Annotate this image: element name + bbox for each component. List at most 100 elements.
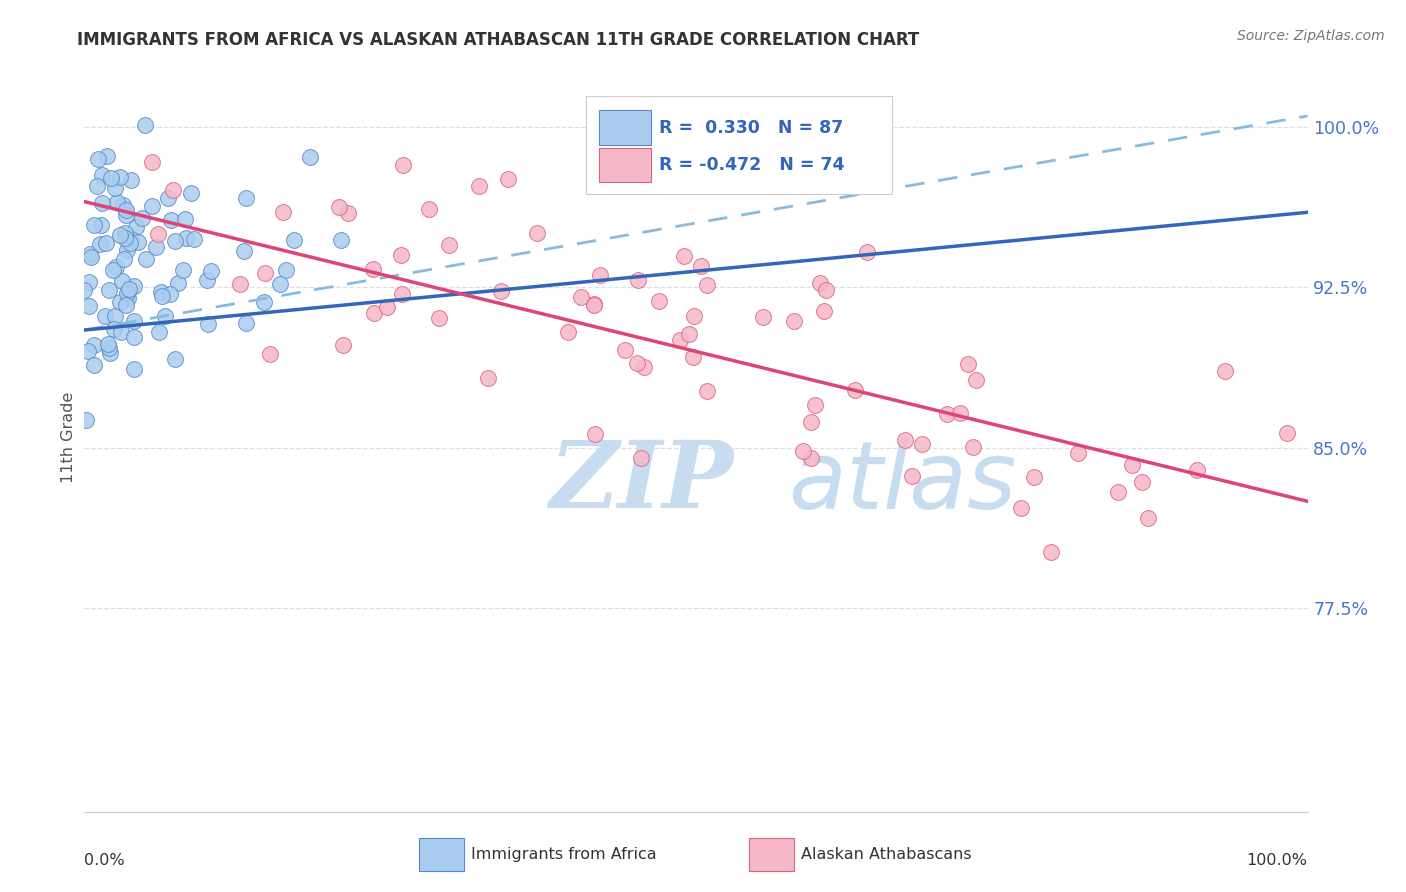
Point xyxy=(91,196,114,211)
Point xyxy=(1215,364,1237,378)
Point xyxy=(80,250,103,264)
Point xyxy=(114,227,136,241)
Point xyxy=(195,273,218,287)
Point xyxy=(614,343,637,358)
Point xyxy=(118,236,141,251)
Point xyxy=(120,231,142,245)
Point xyxy=(89,237,111,252)
Text: Alaskan Athabascans: Alaskan Athabascans xyxy=(801,847,972,863)
Point xyxy=(672,249,695,263)
Point xyxy=(149,285,172,299)
Point xyxy=(83,218,105,232)
Point xyxy=(98,342,121,356)
Point xyxy=(336,206,359,220)
Point xyxy=(101,262,124,277)
Point xyxy=(648,294,671,309)
Point xyxy=(283,234,305,248)
Point xyxy=(159,286,181,301)
Point xyxy=(166,276,188,290)
Point xyxy=(361,261,384,276)
Point xyxy=(962,440,984,454)
Point xyxy=(112,198,135,212)
Point xyxy=(669,333,692,347)
Point xyxy=(589,268,612,283)
Point xyxy=(141,198,163,212)
Point xyxy=(1136,511,1159,525)
Point xyxy=(792,443,814,458)
Point xyxy=(1132,475,1154,490)
Point xyxy=(468,179,491,194)
Point xyxy=(197,317,219,331)
Point xyxy=(1121,458,1143,472)
Point xyxy=(274,263,297,277)
Point xyxy=(330,233,353,247)
Point xyxy=(141,155,163,169)
Point xyxy=(104,260,127,275)
FancyBboxPatch shape xyxy=(599,148,651,182)
Point xyxy=(633,359,655,374)
Point xyxy=(153,309,176,323)
Point xyxy=(127,235,149,249)
Point xyxy=(557,325,579,339)
Point xyxy=(75,412,97,426)
Point xyxy=(104,181,127,195)
Point xyxy=(110,325,132,339)
Point xyxy=(911,437,934,451)
Text: atlas: atlas xyxy=(787,436,1017,527)
Point xyxy=(437,237,460,252)
Point xyxy=(273,204,295,219)
Point xyxy=(131,211,153,225)
Point xyxy=(94,235,117,250)
Point xyxy=(332,337,354,351)
Point xyxy=(105,195,128,210)
Point xyxy=(122,279,145,293)
Point xyxy=(97,336,120,351)
FancyBboxPatch shape xyxy=(599,111,651,145)
Point xyxy=(108,295,131,310)
Point xyxy=(678,326,700,341)
Point xyxy=(814,283,837,297)
Point xyxy=(135,252,157,266)
Point xyxy=(683,310,706,324)
Point xyxy=(269,277,291,292)
Point xyxy=(89,218,111,232)
Point xyxy=(1107,484,1129,499)
Point xyxy=(77,343,100,358)
Point xyxy=(582,298,605,312)
Point xyxy=(689,259,711,273)
Point xyxy=(160,213,183,227)
Point xyxy=(98,345,121,359)
Point xyxy=(232,244,254,258)
Point xyxy=(120,173,142,187)
Point xyxy=(114,208,136,222)
Point xyxy=(148,227,170,241)
Point xyxy=(363,306,385,320)
Point xyxy=(965,373,987,387)
Point xyxy=(375,300,398,314)
Point xyxy=(110,169,132,184)
Point xyxy=(96,149,118,163)
Point xyxy=(165,352,187,367)
Point xyxy=(83,358,105,372)
Point xyxy=(1010,500,1032,515)
Point xyxy=(583,297,606,311)
Point xyxy=(77,299,100,313)
Point xyxy=(696,277,718,292)
Point xyxy=(115,244,138,258)
Point xyxy=(569,290,592,304)
Point xyxy=(489,284,512,298)
Text: ZIP: ZIP xyxy=(550,437,734,527)
Point xyxy=(79,247,101,261)
Point xyxy=(630,450,652,465)
Point xyxy=(936,407,959,421)
FancyBboxPatch shape xyxy=(586,96,891,194)
Point xyxy=(200,264,222,278)
Point xyxy=(104,309,127,323)
Point xyxy=(1277,425,1299,440)
Point xyxy=(389,248,412,262)
Point xyxy=(418,202,440,217)
Point xyxy=(87,152,110,166)
Point xyxy=(125,219,148,234)
Point xyxy=(122,330,145,344)
Point xyxy=(86,178,108,193)
